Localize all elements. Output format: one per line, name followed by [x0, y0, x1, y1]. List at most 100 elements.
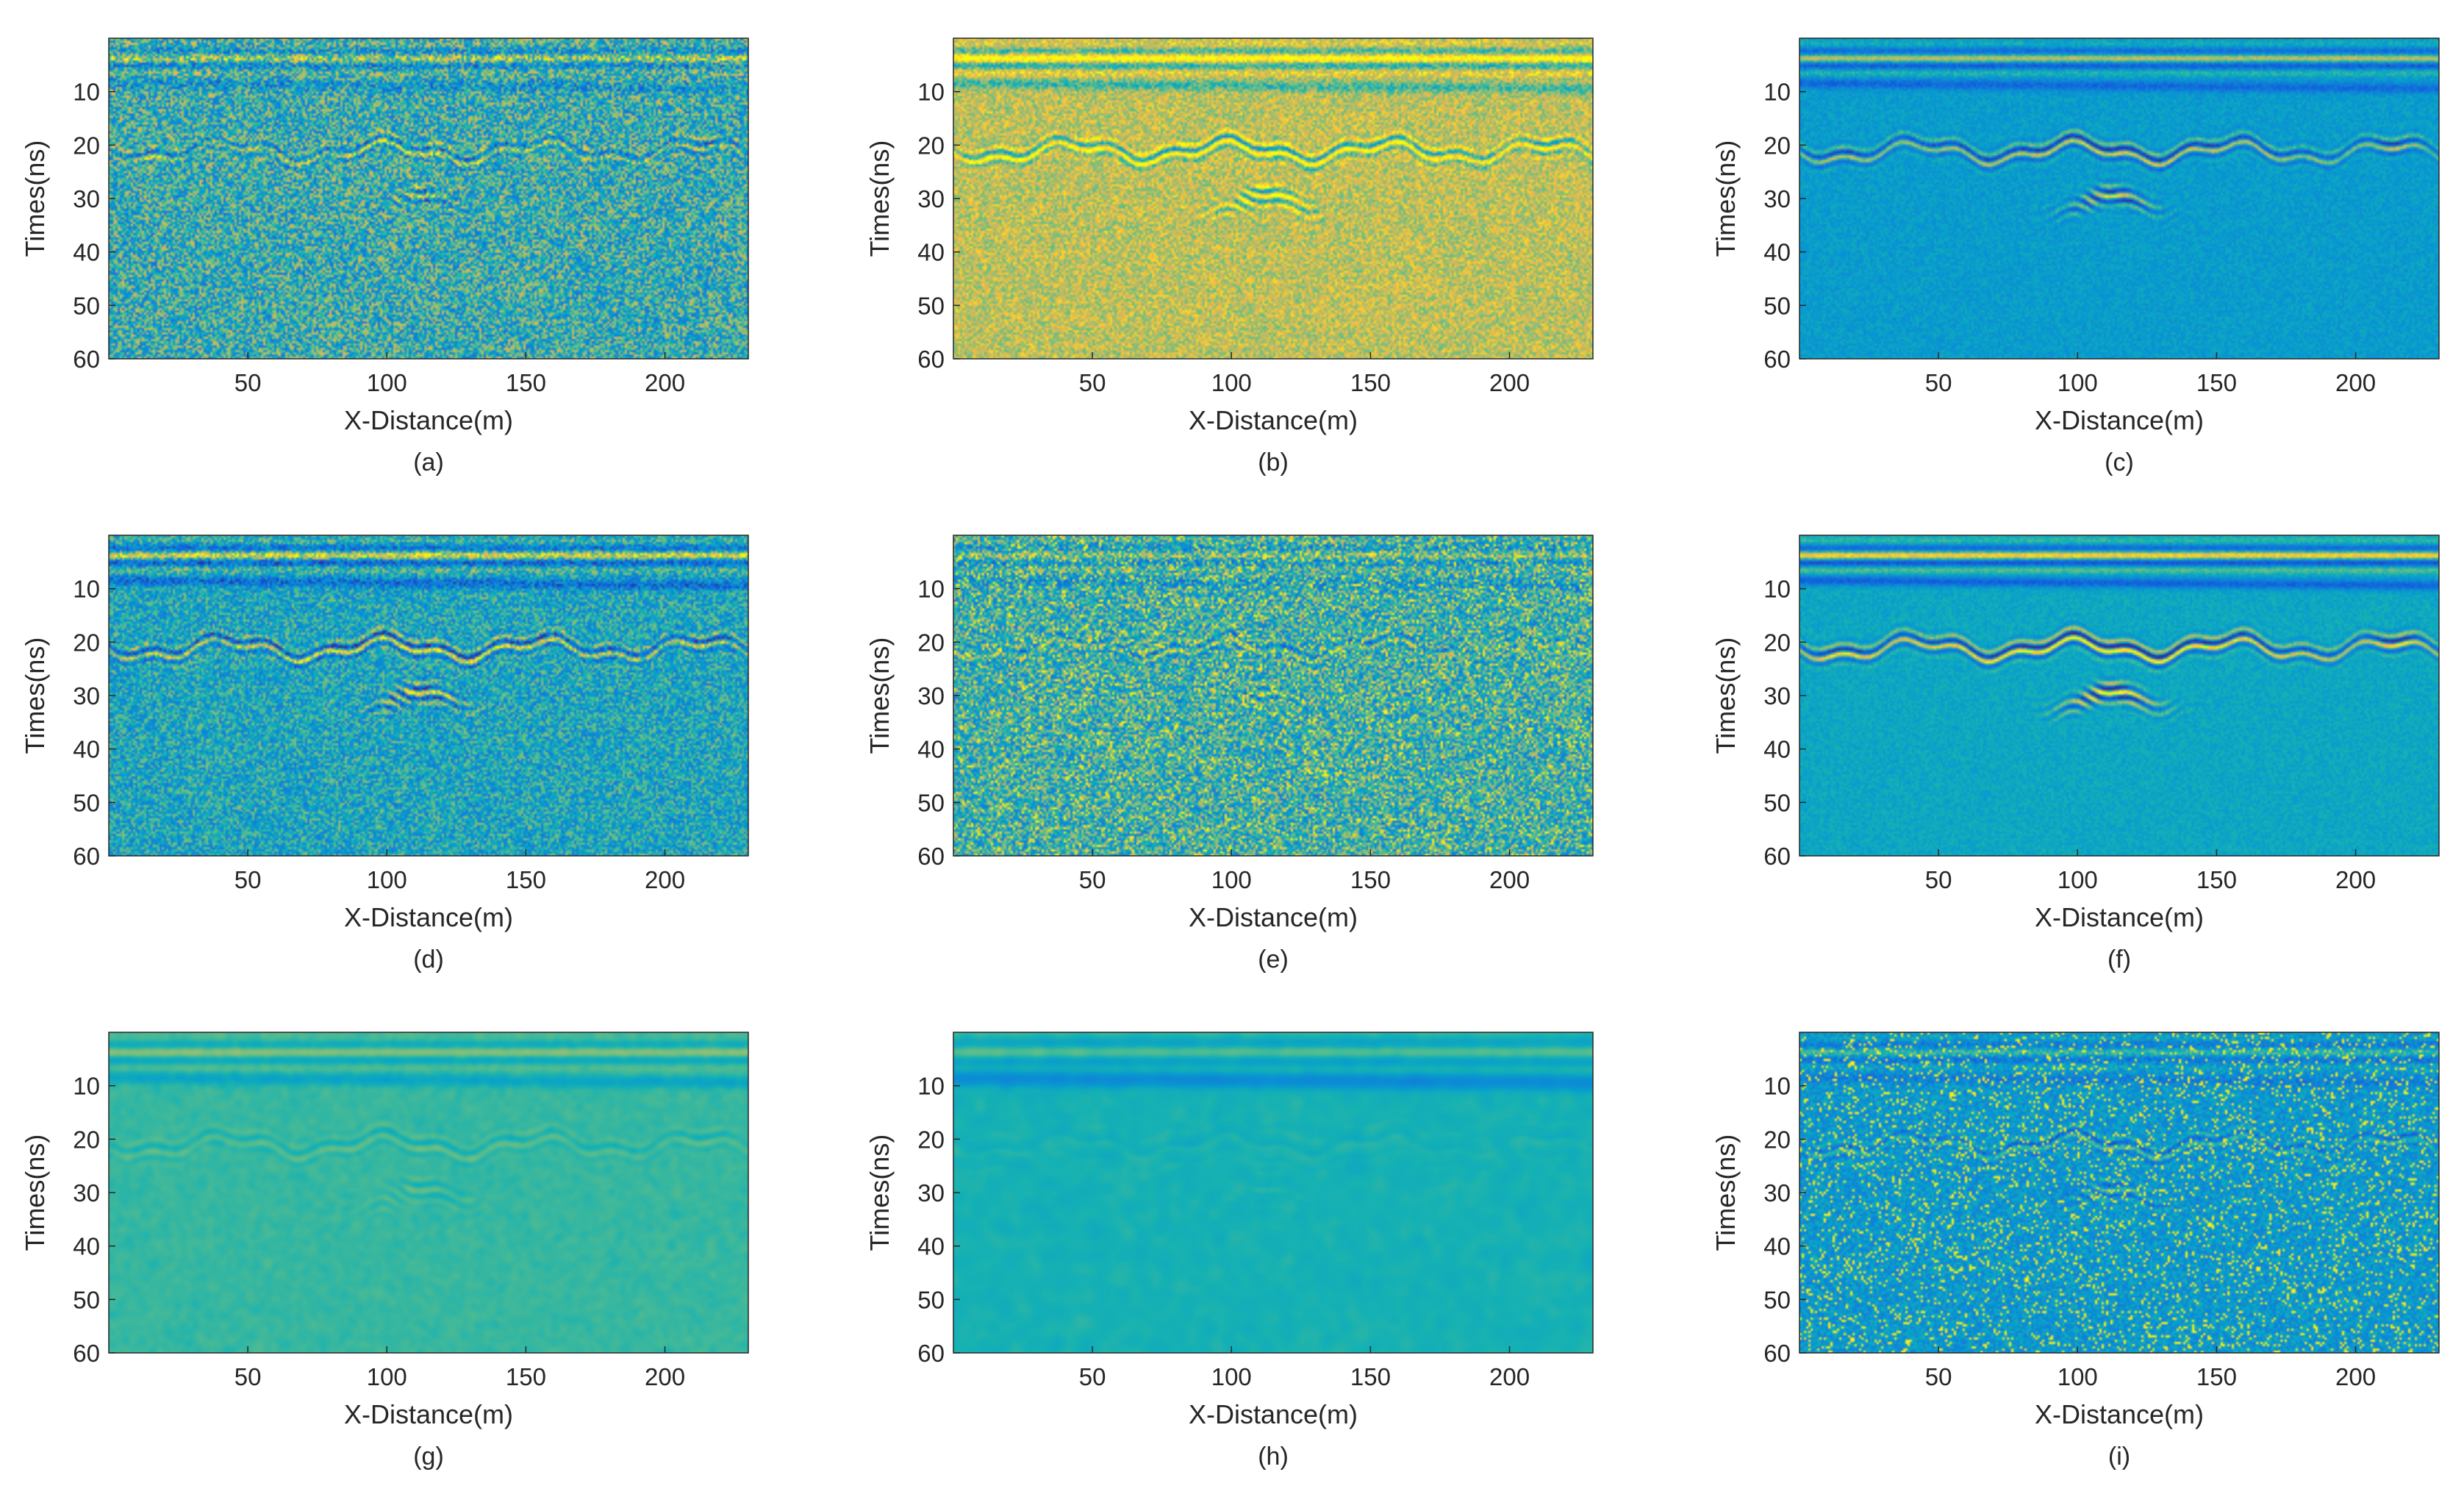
panel-d-ytick-label: 10	[73, 576, 100, 603]
panel-d-ytick-label: 60	[73, 843, 100, 870]
panel-c-xtick-label: 200	[2335, 369, 2376, 396]
panel-h-xtick-label: 200	[1489, 1363, 1530, 1390]
panel-b-ytick-label: 30	[917, 185, 945, 212]
panel-h-ytick-label: 10	[917, 1073, 945, 1100]
panel-c: 50 100 150 200 10 20 30 40 50 60 X-Distance(m) Time…	[1711, 37, 2440, 476]
panel-d-ylabel: Times(ns)	[20, 637, 50, 754]
panel-h-ytick-label: 30	[917, 1179, 945, 1207]
panel-a-heatmap	[109, 38, 748, 359]
panel-i-xtick-label: 100	[2057, 1363, 2098, 1390]
panel-a-ytick-label: 50	[73, 292, 100, 319]
panel-d-ytick-label: 50	[73, 789, 100, 816]
panel-f-xtick-label: 100	[2057, 866, 2098, 893]
panel-b-xlabel: X-Distance(m)	[1189, 405, 1358, 435]
panel-g-ytick-label: 60	[73, 1340, 100, 1367]
panel-g: 50 100 150 200 10 20 30 40 50 60 X-Distance(m) Time…	[20, 1032, 749, 1471]
panel-e-heatmap	[953, 535, 1593, 856]
panel-c-ytick-label: 10	[1763, 79, 1791, 106]
panel-h-ytick-label: 40	[917, 1233, 945, 1260]
panel-c-xtick-label: 150	[2196, 369, 2237, 396]
panel-e-xtick-label: 100	[1211, 866, 1252, 893]
panel-a-xtick-label: 50	[234, 369, 262, 396]
panel-i-xtick-label: 50	[1925, 1363, 1952, 1390]
panel-a-ytick-label: 20	[73, 132, 100, 159]
panel-i-ytick-label: 40	[1763, 1233, 1791, 1260]
panel-f-ytick-label: 50	[1763, 789, 1791, 816]
panel-f-heatmap	[1799, 535, 2439, 856]
panel-e-caption: (e)	[1258, 946, 1289, 973]
panel-c-ylabel: Times(ns)	[1711, 140, 1741, 257]
panel-e-ytick-label: 10	[917, 576, 945, 603]
panel-b-ytick-label: 60	[917, 346, 945, 373]
panel-d-ytick-label: 20	[73, 629, 100, 656]
panel-c-caption: (c)	[2105, 449, 2134, 476]
panel-i-ytick-label: 30	[1763, 1179, 1791, 1207]
panel-h-ytick-label: 60	[917, 1340, 945, 1367]
panel-d-xtick-label: 200	[645, 866, 685, 893]
panel-i-ylabel: Times(ns)	[1711, 1135, 1741, 1251]
panel-e-ytick-label: 60	[917, 843, 945, 870]
panel-g-ytick-label: 50	[73, 1286, 100, 1313]
panel-g-xtick-label: 50	[234, 1363, 262, 1390]
panel-e-ylabel: Times(ns)	[864, 637, 895, 754]
panel-f-ylabel: Times(ns)	[1711, 637, 1741, 754]
panel-c-heatmap	[1799, 38, 2439, 359]
panel-b-xtick-label: 50	[1079, 369, 1106, 396]
panel-a-ytick-label: 40	[73, 239, 100, 266]
panel-b-ytick-label: 20	[917, 132, 945, 159]
panel-f-xtick-label: 50	[1925, 866, 1952, 893]
panel-i-ytick-label: 20	[1763, 1126, 1791, 1153]
panel-h: 50 100 150 200 10 20 30 40 50 60 X-Distance(m) Time…	[864, 1032, 1594, 1471]
panel-f-ytick-label: 40	[1763, 736, 1791, 763]
panel-i-xtick-label: 200	[2335, 1363, 2376, 1390]
panel-c-xtick-label: 50	[1925, 369, 1952, 396]
panel-a-xtick-label: 200	[645, 369, 685, 396]
panel-c-ytick-label: 60	[1763, 346, 1791, 373]
panel-i: 50 100 150 200 10 20 30 40 50 60 X-Distance(m) Time…	[1711, 1032, 2440, 1471]
panel-e: 50 100 150 200 10 20 30 40 50 60 X-Distance(m) Time…	[864, 535, 1594, 973]
panel-d-xtick-label: 100	[367, 866, 407, 893]
panel-d: 50 100 150 200 10 20 30 40 50 60 X-Distance(m) Time…	[20, 535, 749, 973]
panel-i-xtick-label: 150	[2196, 1363, 2237, 1390]
panel-h-ylabel: Times(ns)	[864, 1135, 895, 1251]
panel-d-ytick-label: 40	[73, 736, 100, 763]
panel-b-ytick-label: 10	[917, 79, 945, 106]
panel-f-xtick-label: 150	[2196, 866, 2237, 893]
panel-e-ytick-label: 40	[917, 736, 945, 763]
panel-b-xtick-label: 100	[1211, 369, 1252, 396]
panel-g-xtick-label: 150	[506, 1363, 546, 1390]
panel-g-ytick-label: 10	[73, 1073, 100, 1100]
panel-h-ytick-label: 50	[917, 1286, 945, 1313]
panel-f-ytick-label: 30	[1763, 682, 1791, 710]
panel-a-ylabel: Times(ns)	[20, 140, 50, 257]
panel-a-caption: (a)	[413, 449, 444, 476]
panel-a-xlabel: X-Distance(m)	[344, 405, 513, 435]
panel-c-ytick-label: 30	[1763, 185, 1791, 212]
panel-f: 50 100 150 200 10 20 30 40 50 60 X-Distance(m) Time…	[1711, 535, 2440, 973]
panel-d-caption: (d)	[413, 946, 444, 973]
panel-g-heatmap	[109, 1032, 748, 1353]
panel-c-xtick-label: 100	[2057, 369, 2098, 396]
panel-e-ytick-label: 50	[917, 789, 945, 816]
panel-g-xtick-label: 100	[367, 1363, 407, 1390]
panel-i-ytick-label: 50	[1763, 1286, 1791, 1313]
panel-d-ytick-label: 30	[73, 682, 100, 710]
panel-f-ytick-label: 20	[1763, 629, 1791, 656]
panel-d-xtick-label: 150	[506, 866, 546, 893]
panel-c-ytick-label: 20	[1763, 132, 1791, 159]
panel-h-xtick-label: 100	[1211, 1363, 1252, 1390]
panel-c-ytick-label: 40	[1763, 239, 1791, 266]
panel-h-xlabel: X-Distance(m)	[1189, 1399, 1358, 1429]
panel-b-ytick-label: 50	[917, 292, 945, 319]
panel-g-xtick-label: 200	[645, 1363, 685, 1390]
panel-g-ytick-label: 40	[73, 1233, 100, 1260]
panel-f-xtick-label: 200	[2335, 866, 2376, 893]
panel-f-xlabel: X-Distance(m)	[2035, 902, 2204, 932]
panel-i-ytick-label: 60	[1763, 1340, 1791, 1367]
panel-b-ylabel: Times(ns)	[864, 140, 895, 257]
panel-d-xlabel: X-Distance(m)	[344, 902, 513, 932]
panel-i-ytick-label: 10	[1763, 1073, 1791, 1100]
panel-h-heatmap	[953, 1032, 1593, 1353]
panel-b-ytick-label: 40	[917, 239, 945, 266]
